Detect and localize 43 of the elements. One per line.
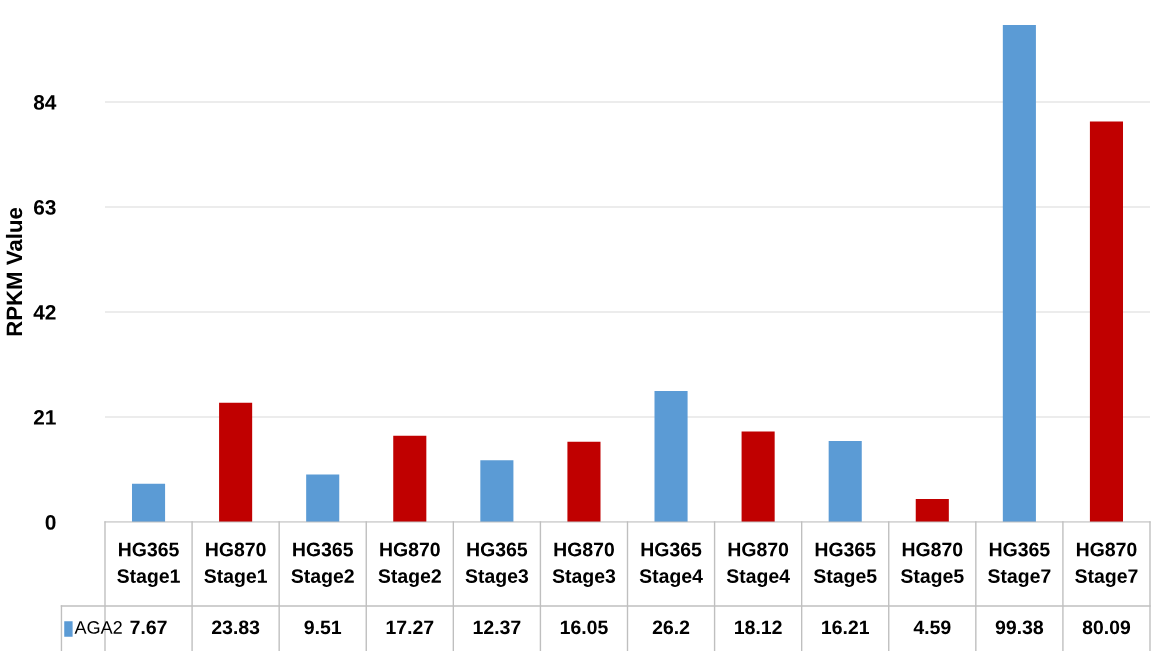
- bar: [1089, 121, 1123, 522]
- bar: [915, 499, 949, 522]
- bar: [567, 441, 601, 522]
- bar: [219, 402, 253, 522]
- x-tick-label: HG870 Stage7: [1075, 542, 1138, 587]
- x-tick-label: HG365 Stage5: [813, 542, 877, 587]
- x-tick-label: HG365 Stage3: [465, 542, 529, 587]
- bar: [741, 431, 775, 522]
- bar: [480, 460, 514, 522]
- data-label: 4.59: [913, 620, 951, 635]
- y-axis-title: RPKM Value: [5, 207, 23, 336]
- x-tick-label: HG870 Stage3: [552, 542, 616, 587]
- data-label: 9.51: [304, 620, 342, 635]
- y-tick-label: 84: [33, 95, 57, 110]
- x-tick-label: HG365 Stage7: [988, 542, 1051, 587]
- data-label: 12.37: [473, 620, 521, 635]
- y-tick-label: 21: [33, 410, 56, 425]
- bar: [654, 391, 688, 522]
- x-tick-label: HG870 Stage4: [726, 542, 790, 587]
- y-tick-label: 42: [33, 305, 56, 320]
- x-tick-label: HG365 Stage4: [639, 542, 703, 587]
- legend-label: AGA2: [74, 621, 122, 634]
- bar: [306, 474, 340, 522]
- data-label: 18.12: [735, 620, 782, 635]
- data-label: 17.27: [386, 620, 434, 635]
- x-tick-label: HG365 Stage2: [291, 542, 354, 587]
- data-label: 99.38: [995, 620, 1044, 635]
- x-tick-label: HG870 Stage2: [378, 542, 441, 587]
- x-tick-label: HG870 Stage5: [900, 542, 964, 587]
- bar: [828, 440, 862, 522]
- data-label: 16.21: [822, 620, 869, 635]
- data-label: 80.09: [1082, 620, 1131, 635]
- y-tick-label: 63: [33, 200, 56, 215]
- bar: [132, 483, 166, 522]
- x-tick-label: HG870 Stage1: [204, 542, 267, 587]
- data-label: 7.67: [130, 620, 167, 635]
- x-tick-label: HG365 Stage1: [117, 542, 180, 587]
- data-label: 23.83: [211, 620, 260, 635]
- data-label: 26.2: [652, 620, 690, 635]
- bar: [393, 435, 427, 522]
- y-tick-label: 0: [45, 515, 56, 530]
- bar: [1002, 25, 1036, 522]
- data-label: 16.05: [560, 620, 608, 635]
